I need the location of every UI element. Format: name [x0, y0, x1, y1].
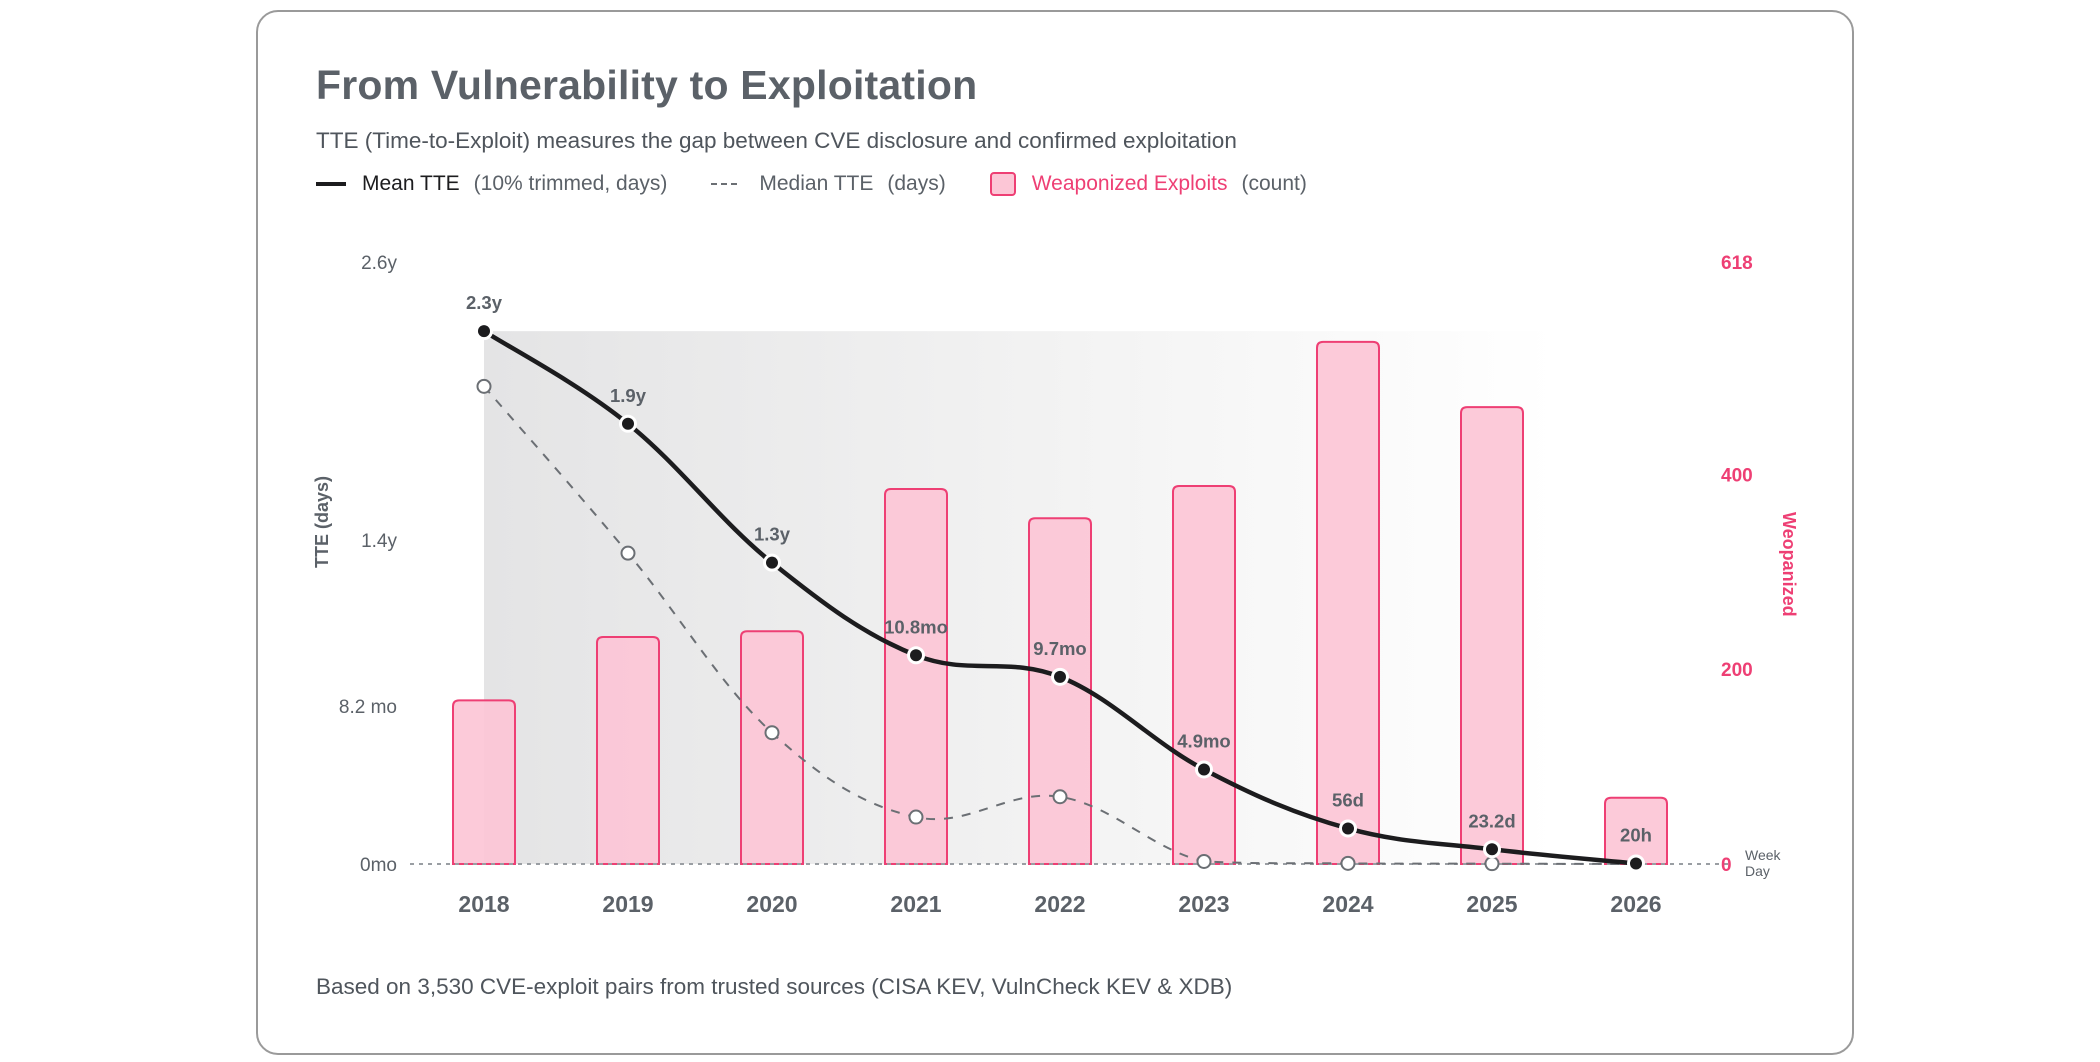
exploit-bar[interactable]: [1028, 517, 1092, 865]
x-tick-label: 2021: [890, 891, 941, 917]
exploit-bar[interactable]: [884, 487, 948, 865]
median-point[interactable]: [764, 725, 780, 741]
mean-data-label: 20h: [1620, 824, 1652, 845]
x-tick-label: 2022: [1034, 891, 1085, 917]
y-axis-title-left: TTE (days): [312, 476, 332, 568]
y-tick-right: 0: [1721, 855, 1732, 876]
y-tick-right: 400: [1721, 465, 1753, 486]
y-tick-left: 0mo: [360, 855, 397, 876]
mean-data-label: 23.2d: [1468, 810, 1515, 831]
y-tick-left: 2.6y: [361, 253, 397, 274]
legend-item-exploits[interactable]: Weaponized Exploits (count): [989, 172, 1307, 196]
legend-item-mean[interactable]: Mean TTE (10% trimmed, days): [316, 172, 667, 196]
legend-unit: (10% trimmed, days): [473, 172, 668, 195]
mean-data-label: 56d: [1332, 789, 1364, 810]
median-point[interactable]: [1340, 855, 1356, 871]
exploit-bar[interactable]: [1316, 340, 1380, 865]
legend-label: Mean TTE: [362, 172, 460, 195]
mean-point[interactable]: [1630, 857, 1642, 870]
mean-data-label: 2.3y: [466, 292, 503, 313]
exploit-bar[interactable]: [1604, 796, 1668, 865]
legend-unit: (days): [887, 172, 946, 195]
exploit-bar[interactable]: [452, 699, 516, 865]
median-point[interactable]: [1052, 789, 1068, 805]
exploit-bar[interactable]: [596, 636, 660, 865]
x-tick-label: 2023: [1178, 891, 1229, 917]
y-tick-right: 200: [1721, 660, 1753, 681]
baseline-note: Week: [1745, 847, 1782, 863]
median-point[interactable]: [1484, 856, 1500, 872]
y-tick-left: 8.2 mo: [339, 697, 397, 718]
legend-swatch-bar: [989, 172, 1016, 196]
mean-point[interactable]: [1054, 670, 1066, 683]
exploit-bar[interactable]: [1172, 485, 1236, 865]
mean-data-label: 4.9mo: [1177, 730, 1230, 751]
y-axis-title-right: Weopanized: [1779, 512, 1799, 617]
mean-point[interactable]: [766, 556, 778, 569]
legend-label: Weaponized Exploits: [1031, 172, 1228, 195]
mean-point[interactable]: [1342, 822, 1354, 835]
y-tick-right: 618: [1721, 253, 1753, 274]
mean-data-label: 1.3y: [754, 524, 791, 545]
x-tick-label: 2020: [746, 891, 797, 917]
legend-label: Median TTE: [759, 172, 874, 195]
mean-point[interactable]: [910, 649, 922, 662]
legend: Mean TTE (10% trimmed, days) Median TTE …: [316, 172, 1351, 196]
median-point[interactable]: [620, 545, 636, 561]
legend-item-median[interactable]: Median TTE (days): [711, 172, 946, 196]
legend-swatch-dashed-line: [711, 183, 738, 185]
mean-point[interactable]: [1198, 763, 1210, 776]
y-tick-left: 1.4y: [361, 531, 397, 552]
chart-title: From Vulnerability to Exploitation: [316, 62, 978, 108]
legend-swatch-solid-line: [316, 182, 346, 186]
median-point[interactable]: [1196, 853, 1212, 869]
median-point[interactable]: [476, 378, 492, 394]
x-tick-label: 2018: [458, 891, 509, 917]
x-tick-label: 2024: [1322, 891, 1373, 917]
legend-unit: (count): [1241, 172, 1307, 195]
median-point[interactable]: [908, 809, 924, 825]
mean-point[interactable]: [1486, 843, 1498, 856]
exploit-bar[interactable]: [740, 630, 804, 865]
chart-subtitle: TTE (Time-to-Exploit) measures the gap b…: [316, 128, 1237, 153]
x-tick-label: 2026: [1610, 891, 1661, 917]
mean-point[interactable]: [478, 325, 490, 338]
x-tick-label: 2025: [1466, 891, 1517, 917]
baseline-note: Day: [1745, 863, 1770, 879]
mean-data-label: 10.8mo: [884, 616, 948, 637]
mean-point[interactable]: [622, 417, 634, 430]
x-tick-label: 2019: [602, 891, 653, 917]
mean-data-label: 1.9y: [610, 385, 647, 406]
footnote: Based on 3,530 CVE-exploit pairs from tr…: [316, 974, 1233, 999]
median-tte-line: [483, 385, 1637, 865]
mean-data-label: 9.7mo: [1033, 638, 1086, 659]
exploit-bar[interactable]: [1460, 406, 1524, 865]
